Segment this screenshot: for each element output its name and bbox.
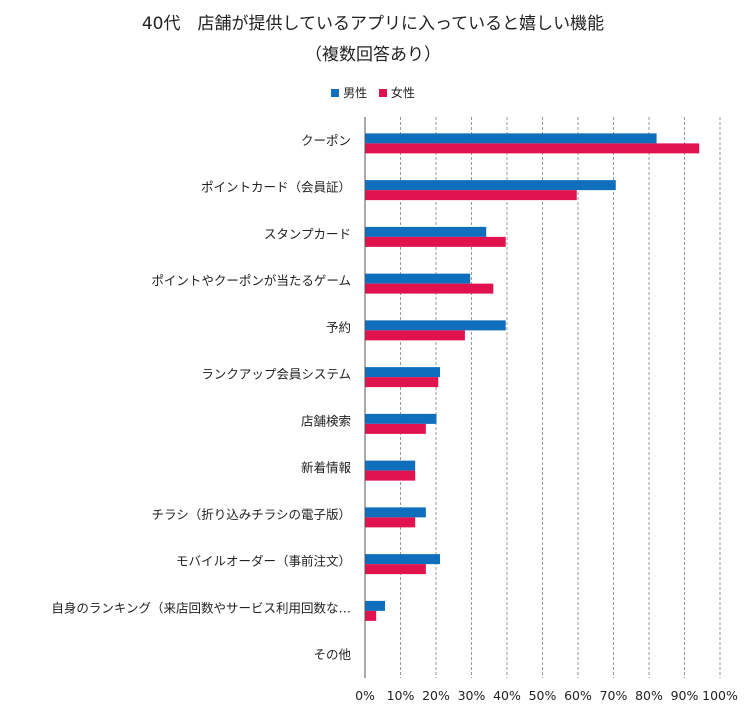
bar-female — [365, 470, 416, 481]
category-label: その他 — [313, 647, 351, 662]
legend: 男性 女性 — [0, 86, 746, 100]
x-tick-label: 10% — [387, 688, 415, 703]
legend-label-male: 男性 — [343, 86, 368, 100]
bar-male — [365, 320, 506, 331]
bar-male — [365, 554, 441, 565]
bar-male — [365, 273, 471, 284]
x-tick-label: 40% — [493, 688, 521, 703]
bar-male — [365, 460, 416, 471]
bar-male — [365, 600, 386, 611]
chart-subtitle: （複数回答あり） — [305, 45, 441, 65]
x-tick-label: 70% — [600, 688, 628, 703]
x-tick-label: 100% — [702, 688, 738, 703]
x-tick-label: 0% — [355, 688, 375, 703]
category-label: 予約 — [326, 320, 351, 335]
x-tick-label: 60% — [564, 688, 592, 703]
x-tick-label: 50% — [529, 688, 557, 703]
bar-female — [365, 517, 416, 528]
category-label: クーポン — [301, 133, 351, 148]
bar-female — [365, 377, 439, 388]
x-tick-label: 80% — [635, 688, 663, 703]
x-tick-label: 30% — [458, 688, 486, 703]
bar-female — [365, 330, 465, 341]
bar-female — [365, 143, 700, 154]
category-label: ポイントカード（会員証） — [201, 180, 351, 195]
bar-male — [365, 367, 441, 378]
bar-female — [365, 564, 426, 575]
x-tick-label: 20% — [422, 688, 450, 703]
bar-male — [365, 413, 437, 424]
legend-swatch-male — [331, 89, 340, 97]
category-label: 自身のランキング（来店回数やサービス利用回数な… — [51, 600, 351, 615]
bar-female — [365, 283, 494, 294]
legend-item-female: 女性 — [378, 86, 415, 100]
category-label: ポイントやクーポンが当たるゲーム — [151, 273, 351, 288]
bar-male — [365, 133, 657, 144]
category-label: チラシ（折り込みチラシの電子版） — [151, 507, 351, 522]
bar-male — [365, 180, 616, 191]
x-tick-label: 90% — [671, 688, 699, 703]
legend-label-female: 女性 — [390, 86, 415, 100]
bar-female — [365, 190, 577, 201]
bar-female — [365, 236, 506, 247]
category-label: 店舗検索 — [301, 413, 351, 428]
bar-female — [365, 610, 377, 621]
bar-male — [365, 507, 426, 518]
legend-swatch-female — [378, 89, 387, 97]
chart-title: 40代 店舗が提供しているアプリに入っていると嬉しい機能 — [141, 14, 605, 34]
bar-female — [365, 423, 426, 434]
legend-item-male: 男性 — [331, 86, 367, 100]
category-label: スタンプカード — [264, 226, 351, 241]
category-label: ランクアップ会員システム — [201, 367, 351, 382]
bar-male — [365, 226, 487, 237]
category-label: モバイルオーダー（事前注文） — [176, 554, 351, 569]
category-label: 新着情報 — [301, 460, 352, 475]
